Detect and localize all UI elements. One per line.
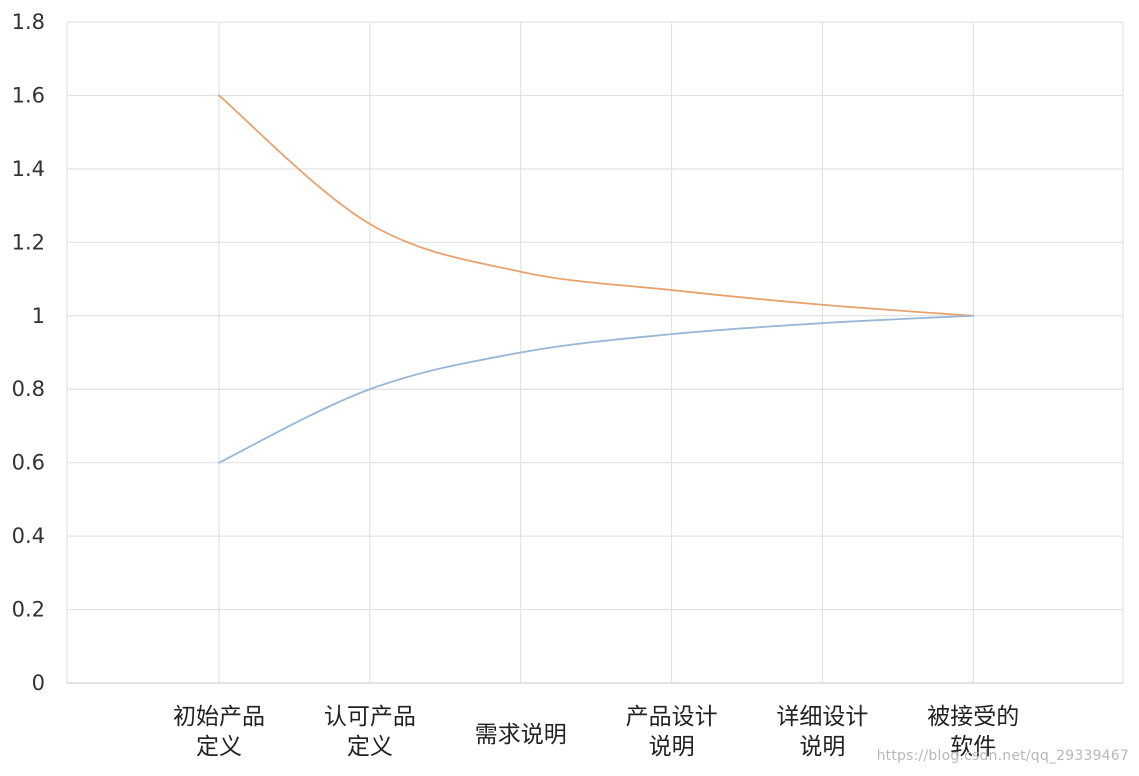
x-category-label: 需求说明 bbox=[475, 722, 567, 748]
x-category-label: 定义 bbox=[196, 734, 242, 760]
x-category-label: 认可产品 bbox=[324, 704, 416, 730]
y-tick-label: 0.2 bbox=[12, 598, 45, 622]
y-tick-label: 1.4 bbox=[12, 157, 45, 181]
x-category-label: 详细设计 bbox=[776, 704, 868, 730]
grid bbox=[66, 21, 1124, 684]
x-category-label: 被接受的 bbox=[927, 704, 1019, 730]
y-tick-label: 0.4 bbox=[12, 524, 45, 548]
y-tick-label: 1.2 bbox=[12, 230, 45, 254]
x-category-label: 软件 bbox=[950, 734, 996, 760]
y-tick-label: 0 bbox=[32, 671, 45, 695]
y-tick-label: 0.8 bbox=[12, 377, 45, 401]
x-category-label: 定义 bbox=[347, 734, 393, 760]
y-tick-label: 1.8 bbox=[12, 10, 45, 34]
x-category-label: 初始产品 bbox=[173, 704, 265, 730]
y-tick-label: 1.6 bbox=[12, 83, 45, 107]
watermark: https://blog.csdn.net/qq_29339467 bbox=[876, 748, 1129, 764]
x-category-label: 说明 bbox=[799, 734, 845, 760]
series bbox=[218, 94, 975, 464]
series-line-1 bbox=[218, 94, 975, 317]
x-category-label: 产品设计 bbox=[626, 704, 718, 730]
y-tick-label: 0.6 bbox=[12, 451, 45, 475]
y-tick-label: 1 bbox=[32, 304, 45, 328]
y-axis-ticks: 0 0.2 0.4 0.6 0.8 1 1.2 1.4 1.6 1.8 bbox=[12, 10, 45, 695]
x-category-label: 说明 bbox=[649, 734, 695, 760]
series-line-2 bbox=[218, 314, 975, 464]
